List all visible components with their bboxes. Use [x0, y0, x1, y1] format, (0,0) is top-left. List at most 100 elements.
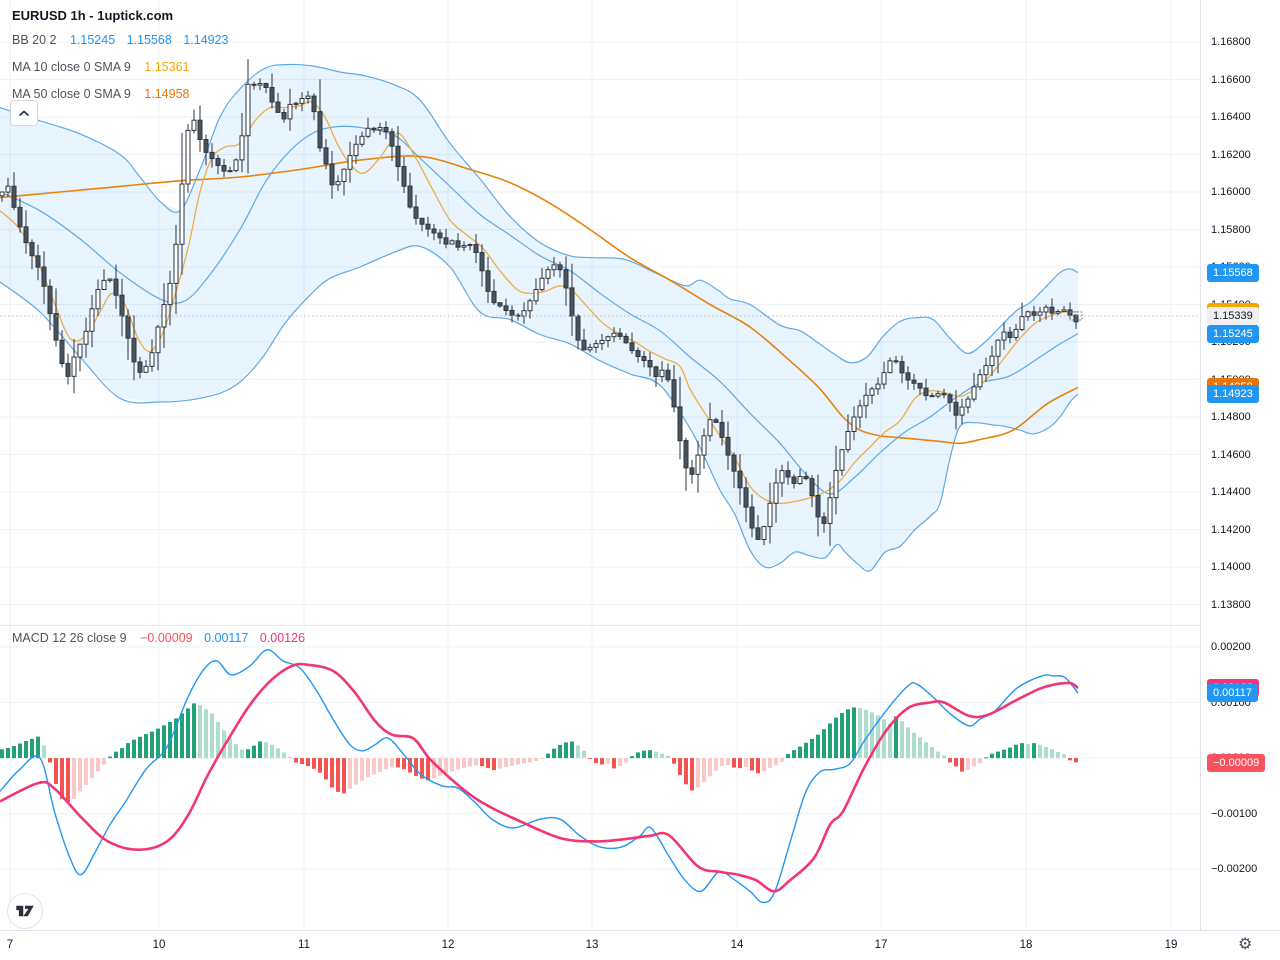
macd-histogram-bar — [912, 732, 916, 759]
legend-row-ma10[interactable]: MA 10 close 0 SMA 9 1.15361 — [12, 60, 229, 74]
macd-histogram-bar — [966, 758, 970, 770]
candle — [935, 393, 941, 397]
candle — [521, 310, 527, 317]
candle — [353, 143, 359, 157]
price-chart-canvas[interactable] — [0, 0, 1200, 930]
macd-histogram-bar — [870, 712, 874, 759]
time-tick-label: 17 — [874, 939, 888, 951]
symbol-title: EURUSD 1h - 1uptick.com — [12, 8, 174, 23]
candle — [131, 337, 137, 363]
macd-histogram-bar — [702, 758, 706, 783]
candle — [113, 278, 119, 296]
candle — [473, 244, 479, 253]
time-axis[interactable]: 7 10 11 12 13 14 17 18 19 — [0, 930, 1280, 960]
macd-histogram-bar — [66, 758, 70, 802]
macd-histogram-bar — [522, 758, 526, 764]
time-tick-label: 14 — [730, 939, 744, 951]
macd-histogram-bar — [144, 734, 148, 758]
candle — [797, 476, 803, 484]
macd-histogram-bar — [792, 750, 796, 758]
candle — [71, 356, 77, 377]
candle — [29, 242, 35, 257]
candle — [533, 289, 539, 302]
bb-lower-value: 1.14923 — [183, 33, 229, 47]
candle — [137, 361, 143, 373]
candle — [983, 365, 989, 376]
macd-histogram-bar — [942, 755, 946, 759]
macd-histogram-bar — [192, 703, 196, 759]
candle — [395, 145, 401, 168]
candle — [551, 264, 557, 271]
legend-row-bb[interactable]: BB 20 2 1.15245 1.15568 1.14923 — [12, 33, 229, 47]
candle — [749, 506, 755, 529]
bollinger-lower-line — [0, 245, 1079, 572]
macd-histogram-bar — [888, 723, 892, 758]
legend-row-ma50[interactable]: MA 50 close 0 SMA 9 1.14958 — [12, 87, 229, 101]
candle — [215, 158, 221, 166]
price-badge: 1.14923 — [1207, 385, 1259, 403]
candle — [971, 386, 977, 400]
candle — [689, 467, 695, 475]
macd-histogram-bar — [1008, 747, 1012, 759]
macd-histogram-bar — [684, 758, 688, 785]
candle — [851, 416, 857, 432]
candle — [623, 335, 629, 344]
candle — [209, 151, 215, 160]
macd-hist-value: −0.00009 — [140, 631, 193, 645]
candle — [587, 346, 593, 351]
macd-histogram-bar — [768, 758, 772, 769]
macd-histogram-bar — [102, 758, 106, 765]
candle — [383, 127, 389, 133]
macd-histogram-bar — [120, 748, 124, 759]
candle — [185, 129, 191, 185]
macd-histogram-bar — [996, 751, 1000, 759]
candle — [881, 372, 887, 385]
macd-histogram-bar — [750, 758, 754, 771]
tradingview-logo[interactable] — [7, 893, 43, 929]
candle — [41, 266, 47, 287]
candle — [605, 336, 611, 342]
collapse-pane-button[interactable] — [10, 100, 38, 126]
macd-histogram-bar — [696, 758, 700, 788]
candle — [311, 95, 317, 113]
macd-histogram-bar — [156, 728, 160, 758]
time-tick-label: 7 — [6, 939, 14, 951]
candle — [563, 269, 569, 289]
macd-histogram-bar — [1044, 747, 1048, 759]
legend-row-macd[interactable]: MACD 12 26 close 9 −0.00009 0.00117 0.00… — [12, 631, 305, 645]
candle — [761, 526, 767, 540]
ma50-line — [0, 155, 1079, 445]
macd-histogram-bar — [210, 713, 214, 758]
candle — [347, 155, 353, 170]
macd-histogram-bar — [924, 742, 928, 759]
candle — [1031, 311, 1037, 316]
macd-line-value: 0.00117 — [204, 631, 249, 645]
candle — [461, 245, 467, 248]
macd-histogram-bar — [414, 758, 418, 776]
candle — [11, 185, 17, 208]
candle — [263, 83, 269, 88]
macd-histogram-bar — [606, 758, 610, 764]
macd-histogram-bar — [300, 758, 304, 764]
macd-histogram-bar — [816, 734, 820, 758]
candle — [221, 165, 227, 172]
time-tick-label: 19 — [1164, 939, 1178, 951]
price-axis[interactable]: 1.16800 1.16600 1.16400 1.16200 1.16000 1.158… — [1200, 0, 1280, 930]
candle — [449, 240, 455, 245]
candle — [491, 290, 497, 304]
candle — [821, 516, 827, 524]
macd-histogram-bar — [810, 738, 814, 759]
candle — [251, 83, 257, 86]
candle — [173, 243, 179, 284]
macd-histogram-bar — [0, 749, 4, 759]
macd-histogram-bar — [234, 744, 238, 759]
symbol-title-row[interactable]: EURUSD 1h - 1uptick.com — [12, 7, 173, 25]
price-tick-label: 1.14400 — [1211, 486, 1251, 498]
macd-histogram-bar — [252, 745, 256, 759]
macd-histogram-bar — [1020, 743, 1024, 759]
candle — [35, 255, 41, 268]
pane-divider[interactable] — [0, 625, 1200, 626]
timezone-settings-gear-icon[interactable]: ⚙ — [1238, 936, 1253, 953]
price-tick-label: 1.14600 — [1211, 449, 1251, 461]
